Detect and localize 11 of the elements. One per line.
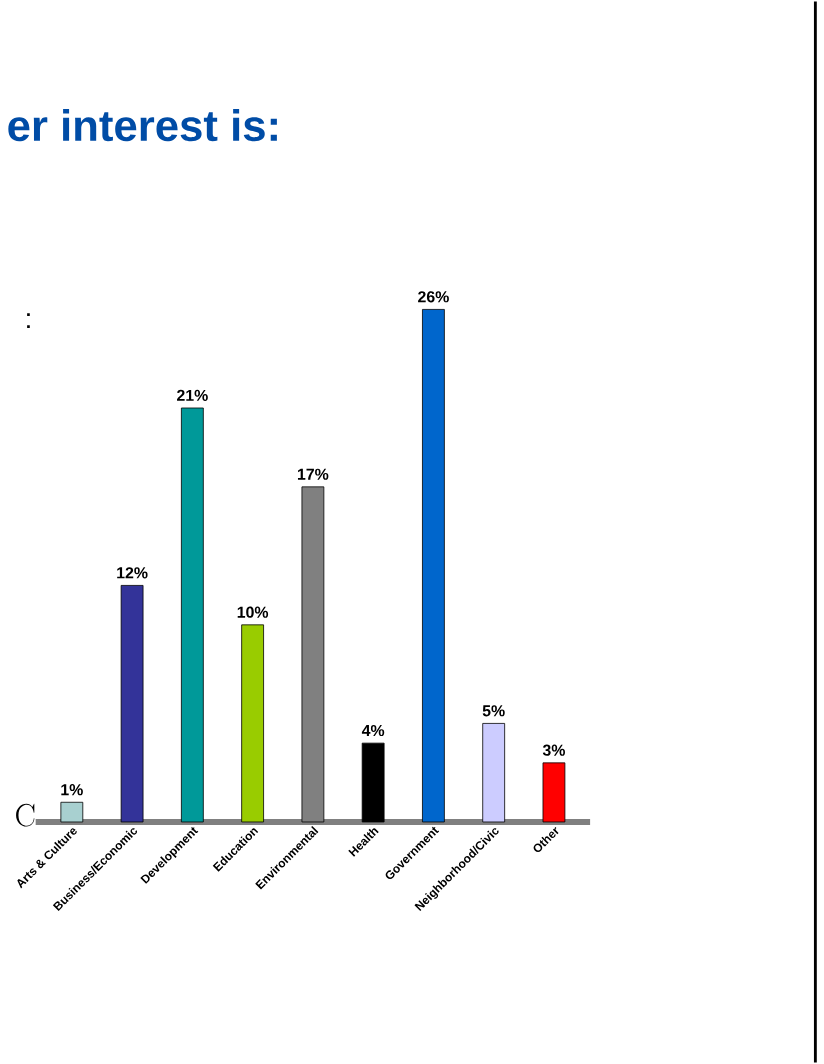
bar bbox=[60, 801, 84, 823]
bar bbox=[181, 407, 205, 823]
bar bbox=[241, 624, 265, 823]
text: C bbox=[16, 803, 35, 827]
bar bbox=[362, 742, 385, 823]
bar bbox=[482, 723, 506, 823]
bar bbox=[542, 762, 566, 823]
bar bbox=[422, 309, 446, 823]
bar bbox=[121, 585, 144, 823]
text: : bbox=[27, 313, 31, 328]
chart-title: er interest is: bbox=[8, 109, 278, 142]
